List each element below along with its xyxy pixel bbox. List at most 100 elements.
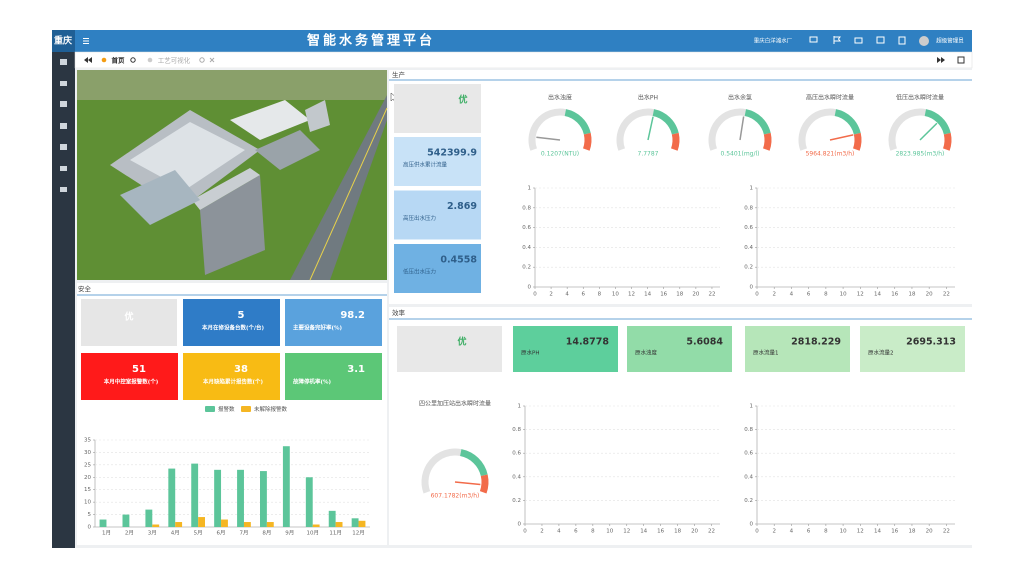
gauge-band (670, 132, 680, 151)
monitor-icon[interactable] (809, 36, 818, 43)
y-tick-label: 0.6 (512, 451, 521, 457)
menu-icon[interactable] (83, 38, 89, 44)
x-tick-label: 6 (807, 529, 811, 535)
bar (221, 519, 228, 527)
x-tick-label: 16 (660, 292, 667, 298)
kpi-label: 故障停机率(%) (293, 378, 332, 386)
kpi-value: 2.869 (447, 201, 477, 212)
gauge-band (762, 132, 772, 151)
nav-icon[interactable] (60, 59, 67, 65)
kpi-card (285, 299, 382, 346)
x-tick-label: 2 (549, 292, 553, 298)
kpi-label: 低压出水压力 (403, 268, 436, 276)
kpi-label: 原水流量2 (868, 349, 894, 357)
kpi-card (860, 326, 965, 372)
close-icon[interactable] (209, 57, 215, 63)
x-tick-label: 5月 (194, 530, 203, 537)
y-tick-label: 0.8 (512, 427, 521, 433)
x-tick-label: 12 (628, 292, 635, 298)
x-tick-label: 14 (644, 292, 651, 298)
gauge-band (924, 109, 951, 135)
nav-icon[interactable] (60, 187, 67, 192)
tab[interactable]: 工艺可视化 (158, 56, 191, 65)
x-tick-label: 12 (857, 292, 864, 298)
x-tick-label: 9月 (285, 530, 294, 537)
refresh-icon[interactable] (199, 57, 205, 63)
kpi-value: 14.8778 (566, 337, 610, 348)
x-tick-label: 4 (790, 529, 794, 535)
kpi-label: 高压供水累计流量 (403, 161, 448, 169)
gauge-band (528, 108, 567, 151)
gauge-band (459, 449, 488, 477)
y-tick-label: 0 (528, 285, 532, 291)
kpi-card (745, 326, 850, 372)
x-tick-label: 8 (591, 529, 595, 535)
x-tick-label: 8 (598, 292, 602, 298)
plant-3d-view[interactable] (77, 70, 388, 281)
gauge-value: 607.1782(m3/h) (431, 493, 480, 500)
kpi-label: 高压出水压力 (403, 214, 436, 222)
kpi-label: 原水浊度 (635, 349, 658, 357)
kpi-card (183, 299, 280, 346)
calendar-icon[interactable] (876, 36, 885, 44)
nav-icon[interactable] (60, 123, 67, 129)
y-tick-label: 0 (518, 522, 522, 528)
avatar[interactable] (919, 36, 929, 46)
y-tick-label: 0 (750, 285, 754, 291)
section-title: 生产 (392, 70, 406, 79)
x-tick-label: 0 (533, 292, 537, 298)
scroll-left[interactable] (84, 57, 92, 63)
nav-icon[interactable] (60, 166, 67, 171)
plant-name: 重庆白洋滩水厂 (754, 37, 793, 45)
x-tick-label: 8月 (262, 530, 271, 537)
gauge-band (744, 109, 771, 135)
header-bar (52, 30, 972, 52)
legend-label: 未解除报警数 (254, 405, 288, 413)
nav-icon[interactable] (60, 81, 67, 86)
kpi-label: 原水流量1 (753, 349, 779, 357)
x-tick-label: 2月 (125, 530, 134, 537)
kpi-value: 2695.313 (906, 337, 956, 348)
y-tick-label: 0.2 (744, 265, 753, 271)
y-tick-label: 0.6 (744, 225, 753, 231)
y-tick-label: 0.6 (522, 225, 531, 231)
grade: 优 (124, 311, 133, 323)
x-tick-label: 10 (840, 529, 847, 535)
gauge-needle (536, 136, 561, 141)
x-tick-label: 8 (824, 529, 828, 535)
refresh-icon[interactable] (130, 57, 136, 63)
tab[interactable]: 首页 (112, 56, 126, 65)
y-tick-label: 0.2 (522, 265, 531, 271)
x-tick-label: 1月 (102, 530, 111, 537)
y-tick-label: 35 (84, 438, 91, 444)
x-tick-label: 4 (565, 292, 569, 298)
tab-menu-icon[interactable] (957, 56, 965, 64)
x-tick-label: 14 (874, 292, 881, 298)
gauge-band (888, 108, 927, 151)
bar (237, 469, 244, 527)
nav-icon[interactable] (60, 101, 67, 107)
nav-icon[interactable] (60, 144, 67, 150)
doc-icon[interactable] (898, 36, 906, 45)
x-tick-label: 18 (908, 292, 915, 298)
mail-icon[interactable] (854, 37, 863, 44)
gauge-value: 2823.985(m3/h) (896, 151, 945, 158)
flag-icon[interactable] (833, 36, 841, 44)
x-tick-label: 22 (708, 529, 715, 535)
bar (175, 522, 183, 527)
tab-dot (101, 57, 107, 63)
x-tick-label: 14 (640, 529, 647, 535)
x-tick-label: 10 (840, 292, 847, 298)
gauge-title: 高压出水瞬时流量 (806, 94, 854, 102)
scroll-right[interactable] (937, 57, 945, 63)
gauge-band (852, 132, 862, 151)
x-tick-label: 14 (874, 529, 881, 535)
x-tick-label: 6 (582, 292, 586, 298)
gauge-title: 出水浊度 (548, 94, 572, 102)
x-tick-label: 2 (772, 292, 776, 298)
x-tick-label: 12 (623, 529, 630, 535)
kpi-label: 原水PH (521, 349, 539, 357)
y-tick-label: 25 (84, 462, 91, 468)
gauge-band (652, 109, 679, 135)
x-tick-label: 10月 (306, 530, 319, 537)
